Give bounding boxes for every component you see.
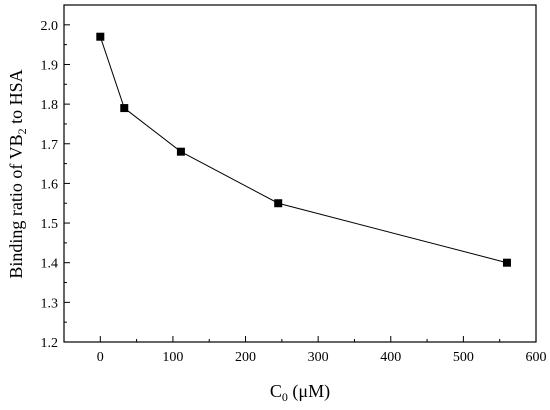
y-tick-label: 1.4 bbox=[41, 257, 59, 272]
x-tick-label: 0 bbox=[97, 350, 104, 365]
y-tick-label: 1.9 bbox=[41, 58, 59, 73]
x-tick-label: 100 bbox=[162, 350, 183, 365]
x-tick-label: 300 bbox=[308, 350, 329, 365]
x-axis-title: C0 (μM) bbox=[270, 381, 330, 404]
y-axis-title: Binding ratio of VB2 to HSA bbox=[6, 69, 29, 278]
y-tick-label: 1.2 bbox=[41, 336, 59, 351]
x-tick-label: 200 bbox=[235, 350, 256, 365]
x-tick-label: 500 bbox=[453, 350, 474, 365]
x-axis-title-main: C bbox=[270, 381, 282, 401]
y-tick-label: 1.5 bbox=[41, 217, 59, 232]
ticks: 0 100 200 300 400 500 600 1.2 1.3 1.4 1.5 1.6 1.7 1.8… bbox=[41, 19, 547, 365]
data-point bbox=[502, 258, 511, 267]
series-line bbox=[99, 36, 508, 264]
series-layer bbox=[96, 32, 511, 267]
y-axis-title-sub: 2 bbox=[15, 128, 29, 134]
data-point bbox=[96, 32, 105, 41]
y-axis-title-pre: Binding ratio of VB bbox=[6, 134, 26, 278]
data-point bbox=[176, 147, 185, 156]
y-tick-label: 2.0 bbox=[41, 19, 59, 34]
x-axis-title-rest: (μM) bbox=[288, 381, 330, 402]
y-tick-label: 1.3 bbox=[41, 296, 59, 311]
data-point bbox=[274, 199, 283, 208]
x-axis-title-sub: 0 bbox=[282, 390, 288, 404]
y-tick-label: 1.7 bbox=[41, 138, 59, 153]
x-tick-label: 600 bbox=[526, 350, 547, 365]
plot-frame bbox=[63, 4, 537, 343]
y-tick-label: 1.8 bbox=[41, 98, 59, 113]
x-tick-label: 400 bbox=[380, 350, 401, 365]
data-point bbox=[120, 104, 129, 113]
y-tick-label: 1.6 bbox=[41, 177, 59, 192]
y-axis-title-post: to HSA bbox=[6, 69, 26, 128]
